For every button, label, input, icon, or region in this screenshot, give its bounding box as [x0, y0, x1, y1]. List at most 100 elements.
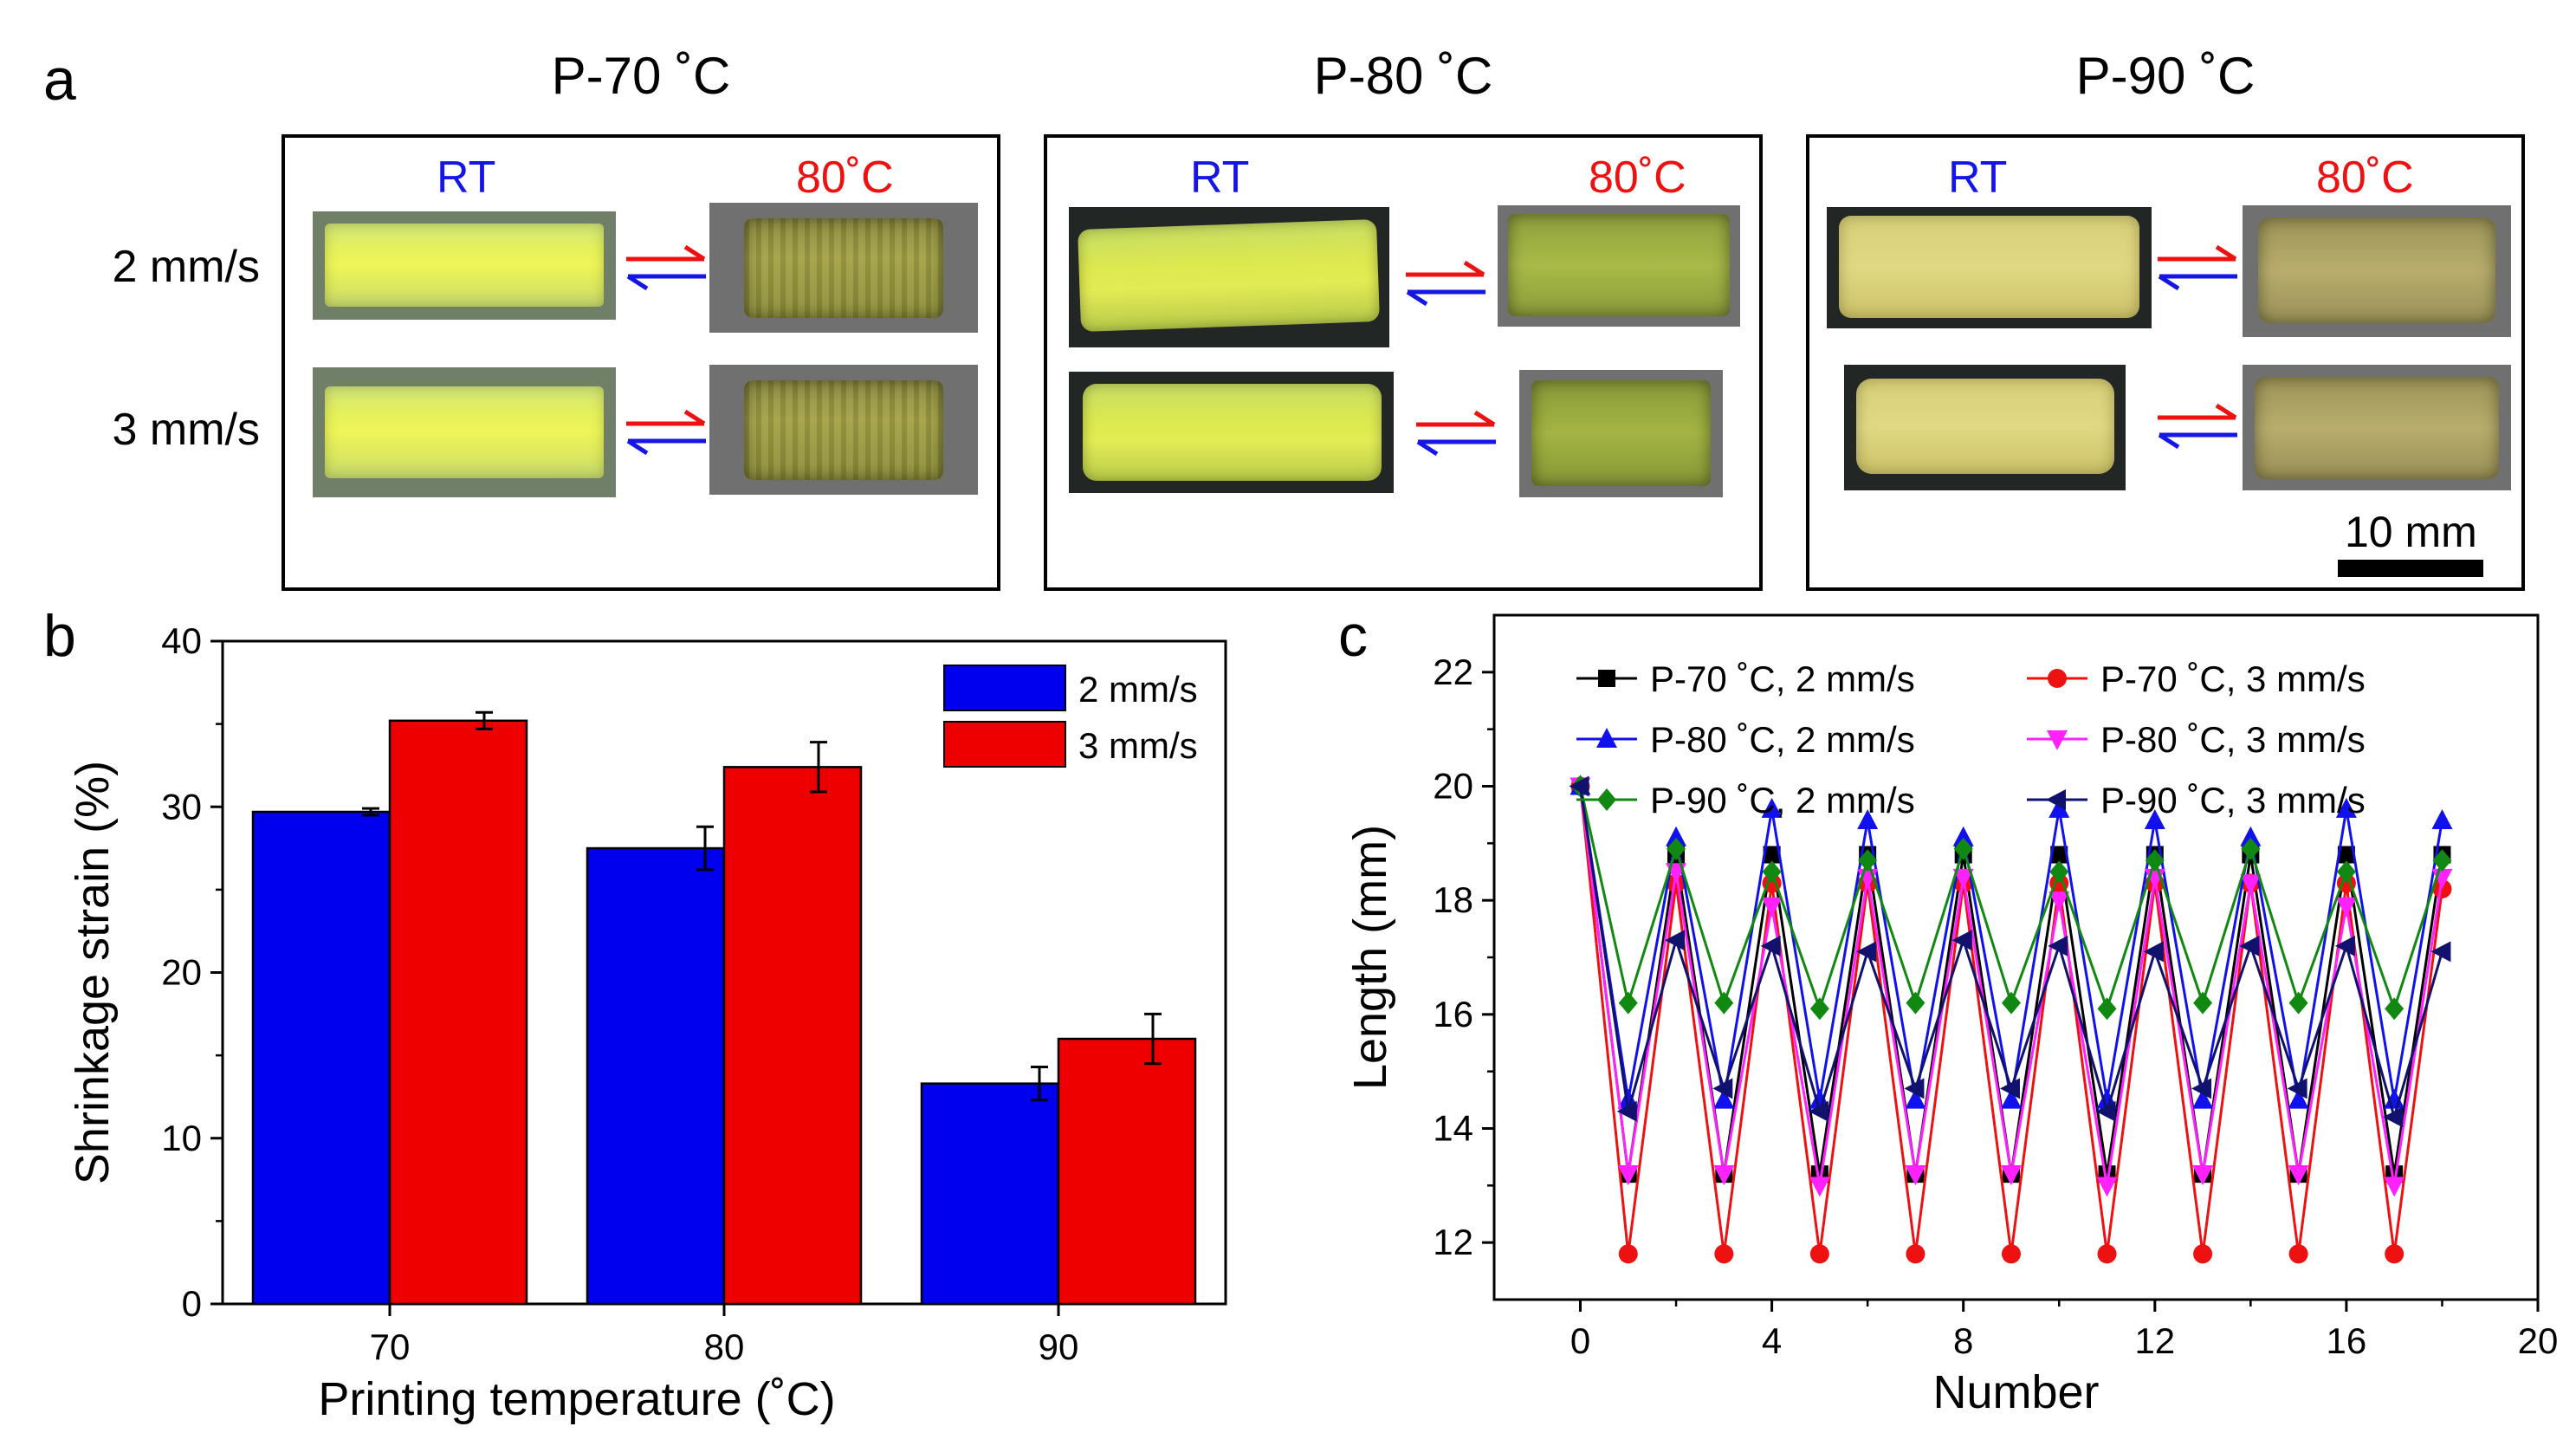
data-point	[2049, 860, 2069, 884]
y-axis-label: Length (mm)	[1344, 825, 1396, 1090]
data-point	[1666, 826, 1687, 846]
legend-label: P-80 ˚C, 2 mm/s	[1650, 719, 1915, 760]
x-tick-label: 90	[1039, 1326, 1079, 1367]
data-point	[2288, 991, 2308, 1015]
data-point	[2049, 892, 2070, 912]
data-point	[1858, 849, 1878, 872]
sample-photo-hot-2mms	[1498, 205, 1740, 327]
y-tick-label: 10	[161, 1118, 202, 1158]
data-point	[2144, 809, 2165, 829]
data-point	[1856, 941, 1877, 963]
data-point	[2145, 849, 2165, 872]
data-point	[2048, 669, 2067, 688]
rt-label: RT	[1948, 152, 2008, 203]
data-point	[2191, 1078, 2212, 1099]
data-point	[2385, 997, 2404, 1021]
data-point	[2430, 941, 2451, 963]
x-axis-label: Number	[1932, 1366, 2099, 1418]
data-point	[1809, 997, 1829, 1021]
data-point	[2241, 837, 2261, 860]
data-point	[2288, 1088, 2309, 1109]
data-point	[1905, 1165, 1926, 1186]
data-point	[2384, 1177, 2405, 1197]
panel-a-title-80: P-80 ˚C	[1313, 47, 1493, 105]
data-point	[1809, 1177, 1830, 1197]
data-point	[1953, 837, 1973, 860]
data-point	[1667, 873, 1686, 893]
data-point	[1761, 797, 1783, 818]
x-tick-label: 12	[2134, 1320, 2175, 1361]
bar	[722, 766, 863, 1306]
data-point	[1596, 728, 1617, 748]
data-point	[1762, 860, 1782, 884]
x-tick-label: 4	[1762, 1320, 1782, 1361]
data-point	[2335, 797, 2357, 818]
data-point	[1809, 1244, 1829, 1264]
data-point	[1714, 1244, 1734, 1264]
data-point	[2048, 935, 2068, 956]
data-point	[1665, 930, 1686, 951]
data-point	[2097, 1244, 2117, 1264]
data-point	[2000, 1165, 2022, 1186]
sample-photo-rt-2mms	[313, 211, 616, 320]
data-point	[1617, 1165, 1639, 1186]
data-point	[1761, 897, 1783, 918]
data-point	[2335, 897, 2357, 918]
data-point	[1618, 991, 1638, 1015]
x-tick-label: 20	[2518, 1320, 2559, 1361]
data-point	[2336, 860, 2356, 884]
series-line	[1579, 786, 2443, 1186]
data-point	[2143, 941, 2164, 963]
hot-label: 80˚C	[2316, 152, 2414, 203]
photo-box-p80: RT 80˚C	[1044, 134, 1763, 591]
data-point	[2001, 991, 2021, 1015]
bar	[1057, 1037, 1197, 1306]
sample-photo-rt-2mms	[1827, 207, 2152, 328]
x-tick-label: 80	[704, 1326, 745, 1367]
reversible-arrow-icon	[2158, 244, 2237, 291]
legend-label: P-90 ˚C, 2 mm/s	[1650, 780, 1915, 820]
panel-b-label: b	[43, 603, 76, 669]
series-line	[1579, 786, 2443, 1122]
data-point	[1598, 670, 1615, 687]
data-point	[2095, 1100, 2116, 1122]
y-tick-label: 20	[1433, 766, 1473, 807]
data-point	[2334, 935, 2355, 956]
sample-photo-hot-3mms	[709, 365, 978, 495]
chart-c: 0 4 8 12 16 20 12 14 16 18 20 22 Number Length (mm) P-…	[1344, 613, 2559, 1418]
data-point	[2240, 874, 2262, 895]
legend-label: 3 mm/s	[1078, 725, 1198, 766]
series-line	[1579, 786, 2443, 1175]
chart-b: 70 80 90 0 10 20 30 40 Printing temperature (˚C)…	[67, 620, 1227, 1425]
data-point	[2050, 846, 2068, 864]
speed-label-2: 2 mm/s	[112, 242, 260, 292]
photo-box-p70: RT 80˚C	[282, 134, 1000, 591]
data-point	[1569, 775, 1589, 797]
y-tick-label: 30	[161, 786, 202, 827]
legend-label: P-70 ˚C, 3 mm/s	[2100, 658, 2366, 699]
data-point	[1712, 1078, 1733, 1099]
x-axis-label: Printing temperature (˚C)	[318, 1373, 835, 1425]
sample-photo-hot-2mms	[709, 203, 978, 333]
data-point	[2097, 997, 2117, 1021]
panel-a-label: a	[43, 47, 76, 113]
data-point	[2432, 879, 2452, 898]
data-point	[1713, 1165, 1735, 1186]
data-point	[2096, 1177, 2118, 1197]
bar	[920, 1082, 1060, 1306]
data-point	[1952, 868, 1974, 889]
bar	[388, 719, 528, 1306]
hot-label: 80˚C	[796, 152, 894, 203]
data-point	[1760, 935, 1781, 956]
data-point	[1904, 1078, 1925, 1099]
panel-a-title-70: P-70 ˚C	[551, 47, 731, 105]
reversible-arrow-icon	[2158, 403, 2237, 450]
data-point	[2288, 1244, 2308, 1264]
plot-frame	[1492, 613, 2540, 1301]
data-point	[1763, 846, 1781, 864]
data-point	[2288, 1165, 2309, 1186]
data-point	[2287, 1078, 2307, 1099]
rt-label: RT	[437, 152, 496, 203]
legend-swatch	[943, 665, 1066, 711]
series-line	[1579, 786, 2443, 1100]
